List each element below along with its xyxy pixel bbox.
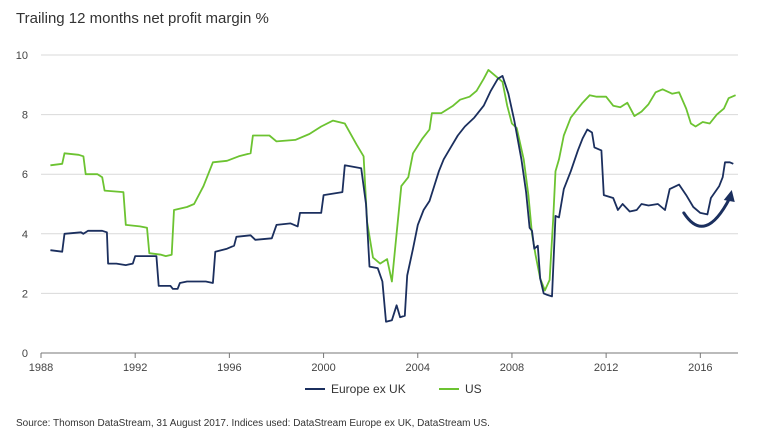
y-tick-label-6: 6 [22, 169, 28, 181]
y-tick-label-10: 10 [16, 50, 28, 62]
x-tick-label-2008: 2008 [500, 362, 524, 374]
y-tick-label-0: 0 [22, 348, 28, 360]
x-tick-label-1996: 1996 [217, 362, 241, 374]
series-lines [50, 69, 736, 323]
chart-title: Trailing 12 months net profit margin % [16, 10, 269, 27]
x-tick-label-2000: 2000 [311, 362, 335, 374]
legend: Europe ex UK US [305, 382, 482, 396]
x-tick-label-1992: 1992 [123, 362, 147, 374]
series-line-us [50, 69, 736, 292]
x-tick-label-2016: 2016 [688, 362, 712, 374]
legend-label-europe: Europe ex UK [331, 382, 406, 396]
annotations [682, 190, 735, 228]
x-tick-label-2004: 2004 [406, 362, 430, 374]
gridlines [41, 54, 738, 294]
x-tick-label-2012: 2012 [594, 362, 618, 374]
y-tick-label-2: 2 [22, 288, 28, 300]
x-tick-label-1988: 1988 [29, 362, 53, 374]
curved-arrow-shaft [682, 196, 732, 228]
y-tick-label-8: 8 [22, 110, 28, 122]
axes: 0 2 4 6 8 10 1988 1992 1996 2000 2004 2008 2012 2016 [16, 50, 738, 374]
y-tick-label-4: 4 [22, 229, 28, 241]
curved-arrow-head [723, 190, 735, 203]
legend-label-us: US [465, 382, 482, 396]
source-note: Source: Thomson DataStream, 31 August 20… [16, 418, 490, 429]
series-line-europe [50, 75, 734, 323]
